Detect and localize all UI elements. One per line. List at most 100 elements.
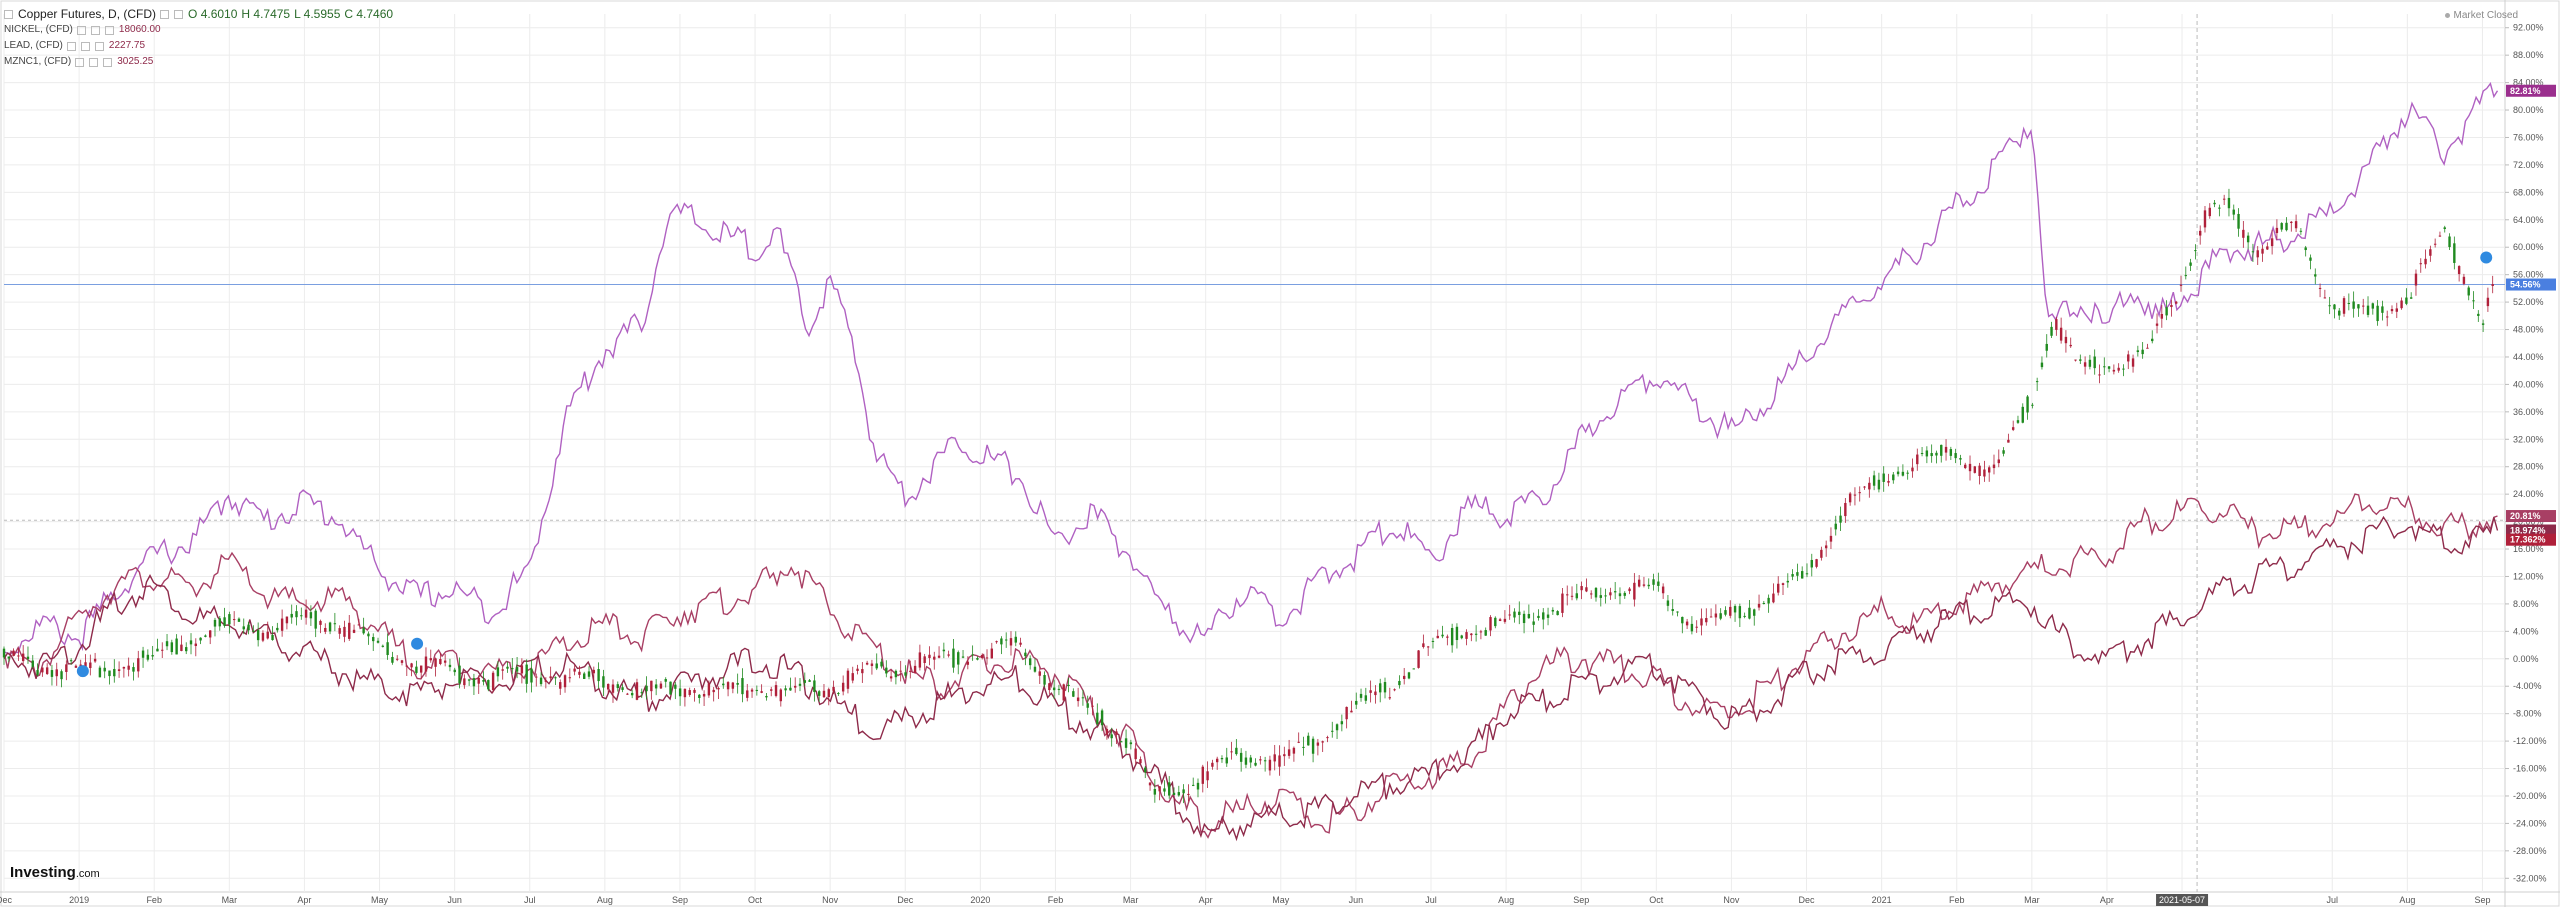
copper-candle bbox=[1345, 706, 1348, 720]
copper-candle bbox=[549, 676, 552, 679]
y-tick-label: 72.00% bbox=[2513, 160, 2544, 170]
copper-candle bbox=[957, 652, 960, 665]
copper-candle bbox=[1359, 693, 1363, 698]
copper-candle bbox=[1681, 616, 1684, 624]
copper-candle bbox=[559, 682, 562, 689]
x-tick-label: Sep bbox=[672, 895, 688, 905]
copper-candle bbox=[1182, 789, 1185, 794]
y-tick-label: 4.00% bbox=[2513, 626, 2539, 636]
copper-candle bbox=[1052, 687, 1056, 691]
copper-candle bbox=[746, 690, 749, 698]
legend-row-nickel[interactable]: NICKEL, (CFD) 18060.00 bbox=[4, 22, 393, 38]
copper-candle bbox=[1081, 697, 1085, 699]
copper-candle bbox=[1436, 635, 1439, 639]
collapse-icon[interactable] bbox=[4, 9, 13, 19]
copper-candle bbox=[1096, 712, 1099, 724]
copper-candle bbox=[1335, 724, 1339, 731]
copper-candle bbox=[1522, 613, 1526, 624]
hide-icon[interactable] bbox=[80, 41, 90, 51]
event-marker-icon bbox=[411, 637, 424, 650]
copper-candle bbox=[2352, 301, 2355, 309]
copper-candle bbox=[909, 670, 912, 672]
copper-candle bbox=[511, 668, 514, 670]
copper-candle bbox=[2246, 235, 2250, 243]
copper-candle bbox=[1810, 559, 1813, 568]
copper-candle bbox=[506, 666, 509, 669]
copper-candle bbox=[1652, 579, 1655, 585]
copper-candle bbox=[1920, 453, 1924, 455]
copper-candle bbox=[443, 660, 447, 663]
hide-icon[interactable] bbox=[89, 57, 99, 67]
settings-icon[interactable] bbox=[75, 57, 85, 67]
copper-candle bbox=[1695, 626, 1698, 628]
x-tick-label: 2021-05-07 bbox=[2159, 895, 2205, 905]
close-icon[interactable] bbox=[94, 41, 104, 51]
ohlc-low: L 4.5955 bbox=[294, 7, 341, 21]
y-tick-label: -28.00% bbox=[2513, 846, 2547, 856]
copper-candle bbox=[1877, 479, 1881, 490]
copper-candle bbox=[1000, 638, 1003, 645]
copper-candle bbox=[276, 627, 279, 631]
copper-candle bbox=[693, 689, 696, 693]
copper-candle bbox=[1748, 607, 1751, 619]
hide-icon[interactable] bbox=[174, 9, 184, 19]
x-tick-label: Aug bbox=[597, 895, 613, 905]
legend-main: Copper Futures, D, (CFD) O 4.6010 H 4.74… bbox=[4, 6, 393, 22]
copper-candle bbox=[2194, 250, 2197, 252]
copper-candle bbox=[1206, 771, 1209, 781]
copper-candle bbox=[1302, 746, 1305, 748]
copper-candle bbox=[2079, 359, 2082, 361]
copper-candle bbox=[31, 660, 34, 667]
copper-candle bbox=[707, 683, 711, 696]
copper-candle bbox=[400, 660, 404, 663]
copper-candle bbox=[242, 626, 245, 630]
copper-candle bbox=[1024, 652, 1027, 657]
copper-candle bbox=[2405, 297, 2408, 304]
copper-candle bbox=[1618, 593, 1622, 597]
copper-candle bbox=[496, 667, 500, 677]
close-icon[interactable] bbox=[104, 25, 114, 35]
copper-candle bbox=[1388, 697, 1392, 699]
copper-candle bbox=[309, 612, 313, 619]
copper-candle bbox=[770, 689, 773, 691]
copper-candle bbox=[2294, 221, 2298, 229]
copper-candle bbox=[841, 682, 845, 692]
y-tick-label: 24.00% bbox=[2513, 489, 2544, 499]
copper-candle bbox=[774, 685, 778, 696]
copper-candle bbox=[2016, 420, 2020, 423]
copper-candle bbox=[1772, 593, 1775, 603]
copper-candle bbox=[2386, 316, 2389, 318]
settings-icon[interactable] bbox=[66, 41, 76, 51]
copper-candle bbox=[1892, 474, 1895, 481]
x-tick-label: May bbox=[371, 895, 389, 905]
copper-candle bbox=[429, 658, 432, 661]
copper-candle bbox=[1172, 792, 1176, 795]
copper-candle bbox=[1076, 697, 1080, 702]
copper-candle bbox=[2127, 354, 2130, 362]
copper-candle bbox=[2059, 327, 2063, 341]
copper-candle bbox=[894, 670, 898, 678]
copper-candle bbox=[784, 688, 787, 691]
copper-candle bbox=[1585, 587, 1588, 592]
copper-candle bbox=[175, 638, 178, 655]
copper-candle bbox=[578, 671, 581, 675]
legend-row-zinc[interactable]: MZNC1, (CFD) 3025.25 bbox=[4, 54, 393, 70]
copper-candle bbox=[1709, 616, 1713, 618]
copper-candle bbox=[487, 680, 490, 690]
settings-icon[interactable] bbox=[160, 9, 170, 19]
copper-candle bbox=[1916, 454, 1919, 465]
copper-candle bbox=[2203, 210, 2207, 228]
hide-icon[interactable] bbox=[90, 25, 100, 35]
copper-candle bbox=[1398, 680, 1401, 686]
close-icon[interactable] bbox=[103, 57, 113, 67]
copper-candle bbox=[2237, 213, 2240, 229]
copper-candle bbox=[1201, 766, 1204, 784]
settings-icon[interactable] bbox=[76, 25, 86, 35]
copper-candle bbox=[1177, 792, 1181, 796]
x-tick-label: Jun bbox=[1349, 895, 1364, 905]
price-tag-label: 17.362% bbox=[2510, 535, 2546, 545]
legend-row-lead[interactable]: LEAD, (CFD) 2227.75 bbox=[4, 38, 393, 54]
copper-candle bbox=[2011, 427, 2015, 430]
